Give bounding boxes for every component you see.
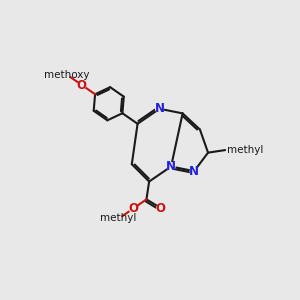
Text: N: N xyxy=(154,102,164,115)
Text: O: O xyxy=(77,79,87,92)
Circle shape xyxy=(155,104,164,113)
Circle shape xyxy=(167,162,176,171)
Circle shape xyxy=(77,80,86,90)
Text: O: O xyxy=(156,202,166,214)
Text: N: N xyxy=(166,160,176,173)
Text: methyl: methyl xyxy=(100,213,136,223)
Circle shape xyxy=(129,204,138,213)
Text: methoxy: methoxy xyxy=(44,70,90,80)
Text: N: N xyxy=(189,165,199,178)
Text: methyl: methyl xyxy=(227,145,263,155)
Circle shape xyxy=(156,203,165,213)
Text: O: O xyxy=(128,202,138,215)
Circle shape xyxy=(190,167,199,176)
